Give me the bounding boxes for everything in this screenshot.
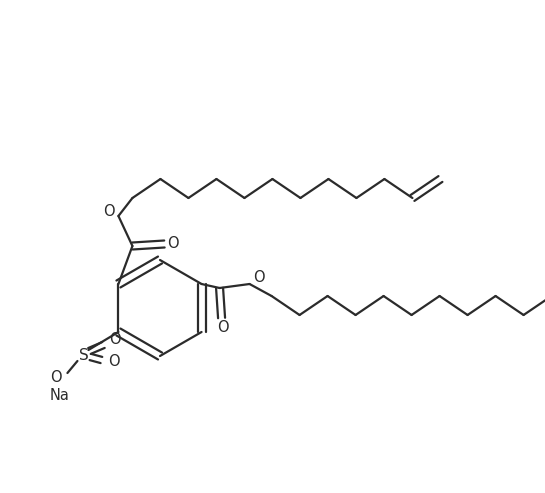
Text: O: O	[217, 320, 228, 336]
Text: O: O	[108, 353, 120, 368]
Text: O: O	[51, 371, 62, 386]
Text: O: O	[253, 271, 264, 285]
Text: S: S	[78, 348, 88, 362]
Text: O: O	[104, 205, 115, 219]
Text: Na: Na	[50, 387, 69, 402]
Text: O: O	[110, 331, 121, 347]
Text: O: O	[168, 236, 179, 250]
